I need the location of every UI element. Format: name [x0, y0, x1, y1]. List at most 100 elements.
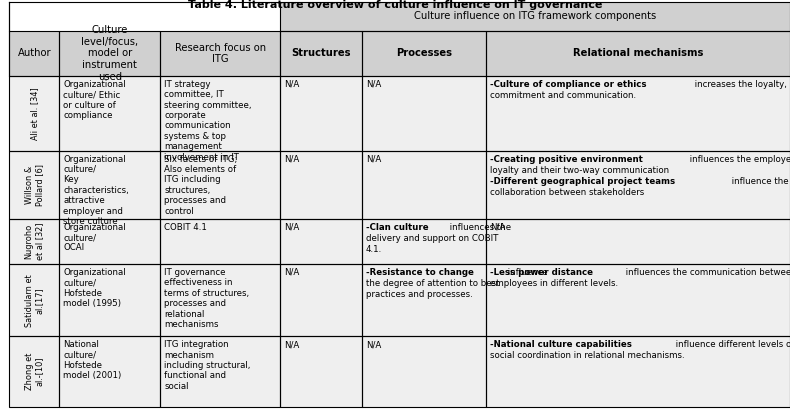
Bar [9, 219, 59, 264]
Text: N/A: N/A [366, 80, 381, 89]
Bar [160, 151, 280, 219]
Bar [9, 76, 59, 151]
Text: influence: influence [505, 268, 547, 277]
Bar [280, 336, 362, 407]
Bar [59, 151, 160, 219]
Bar [59, 264, 160, 336]
Bar [486, 219, 790, 264]
Bar [59, 76, 160, 151]
Text: Nugroho
et al [32]: Nugroho et al [32] [24, 223, 44, 260]
Bar [280, 336, 362, 407]
Text: N/A: N/A [366, 340, 381, 349]
Bar [9, 151, 59, 219]
Text: 4.1.: 4.1. [366, 245, 382, 254]
Text: Organizational
culture/ Ethic
or culture of
compliance: Organizational culture/ Ethic or culture… [63, 80, 126, 120]
Text: influence different levels of: influence different levels of [673, 340, 790, 349]
Text: delivery and support on COBIT: delivery and support on COBIT [366, 234, 498, 243]
Text: -Clan culture: -Clan culture [366, 223, 428, 231]
Bar [280, 151, 362, 219]
Text: N/A: N/A [284, 340, 299, 349]
Text: COBIT 4.1: COBIT 4.1 [164, 223, 207, 231]
Text: the degree of attention to best: the degree of attention to best [366, 279, 499, 288]
Bar [59, 336, 160, 407]
Bar [362, 264, 486, 336]
Bar [9, 31, 59, 76]
Bar [362, 76, 486, 151]
Text: N/A: N/A [284, 268, 299, 277]
Bar [280, 219, 362, 264]
Bar [160, 76, 280, 151]
Text: Six facets of ITG;
Also elements of
ITG including
structures,
processes and
cont: Six facets of ITG; Also elements of ITG … [164, 155, 238, 215]
Bar [362, 31, 486, 76]
Bar [362, 151, 486, 219]
Text: influences the employees: influences the employees [687, 155, 790, 163]
Bar [280, 2, 790, 31]
Text: Ali et al. [34]: Ali et al. [34] [30, 87, 39, 140]
Bar [9, 76, 59, 151]
Bar [9, 336, 59, 407]
Text: social coordination in relational mechanisms.: social coordination in relational mechan… [490, 352, 684, 360]
Text: ITG integration
mechanism
including structural,
functional and
social: ITG integration mechanism including stru… [164, 340, 250, 391]
Bar [9, 2, 280, 31]
Bar [160, 219, 280, 264]
Text: Processes: Processes [396, 48, 452, 58]
Text: collaboration between stakeholders: collaboration between stakeholders [490, 188, 644, 197]
Bar [160, 264, 280, 336]
Bar [160, 31, 280, 76]
Bar [160, 336, 280, 407]
Bar [280, 219, 362, 264]
Bar [486, 151, 790, 219]
Bar [486, 336, 790, 407]
Text: IT governance
effectiveness in
terms of structures,
processes and
relational
mec: IT governance effectiveness in terms of … [164, 268, 250, 329]
Bar [160, 31, 280, 76]
Bar [362, 264, 486, 336]
Bar [362, 76, 486, 151]
Text: IT strategy
committee, IT
steering committee,
corporate
communication
systems & : IT strategy committee, IT steering commi… [164, 80, 252, 162]
Text: N/A: N/A [366, 155, 381, 163]
Bar [160, 264, 280, 336]
Bar [486, 219, 790, 264]
Bar [160, 151, 280, 219]
Text: -Resistance to change: -Resistance to change [366, 268, 474, 277]
Text: Zhong et
al.-[10]: Zhong et al.-[10] [24, 353, 44, 390]
Bar [362, 151, 486, 219]
Bar [59, 31, 160, 76]
Bar [362, 31, 486, 76]
Text: Research focus on
ITG: Research focus on ITG [175, 42, 266, 64]
Bar [160, 219, 280, 264]
Bar [362, 336, 486, 407]
Text: Satidularn et
al.[17]: Satidularn et al.[17] [24, 274, 44, 327]
Bar [486, 264, 790, 336]
Text: National
culture/
Hofstede
model (2001): National culture/ Hofstede model (2001) [63, 340, 122, 381]
Text: influences the communication between: influences the communication between [623, 268, 790, 277]
Text: N/A: N/A [284, 80, 299, 89]
Bar [9, 151, 59, 219]
Bar [59, 76, 160, 151]
Bar [9, 31, 59, 76]
Text: increases the loyalty,: increases the loyalty, [692, 80, 787, 89]
Text: influence the: influence the [728, 177, 788, 186]
Bar [9, 264, 59, 336]
Bar [59, 336, 160, 407]
Text: Organizational
culture/
Hofstede
model (1995): Organizational culture/ Hofstede model (… [63, 268, 126, 308]
Text: Structures: Structures [292, 48, 351, 58]
Bar [59, 31, 160, 76]
Bar [280, 31, 362, 76]
Text: loyalty and their two-way communication: loyalty and their two-way communication [490, 166, 669, 175]
Text: Willson &
Pollard [6]: Willson & Pollard [6] [24, 164, 44, 206]
Bar [362, 336, 486, 407]
Text: -Less power distance: -Less power distance [490, 268, 592, 277]
Bar [59, 151, 160, 219]
Text: Organizational
culture/
Key
characteristics,
attractive
employer and
store cultu: Organizational culture/ Key characterist… [63, 155, 129, 226]
Text: -National culture capabilities: -National culture capabilities [490, 340, 632, 349]
Text: practices and processes.: practices and processes. [366, 290, 472, 299]
Bar [59, 264, 160, 336]
Bar [362, 219, 486, 264]
Text: Relational mechanisms: Relational mechanisms [573, 48, 703, 58]
Bar [486, 264, 790, 336]
Text: -Culture of compliance or ethics: -Culture of compliance or ethics [490, 80, 646, 89]
Text: commitment and communication.: commitment and communication. [490, 91, 636, 100]
Text: N/A: N/A [490, 223, 505, 231]
Bar [280, 31, 362, 76]
Bar [486, 76, 790, 151]
